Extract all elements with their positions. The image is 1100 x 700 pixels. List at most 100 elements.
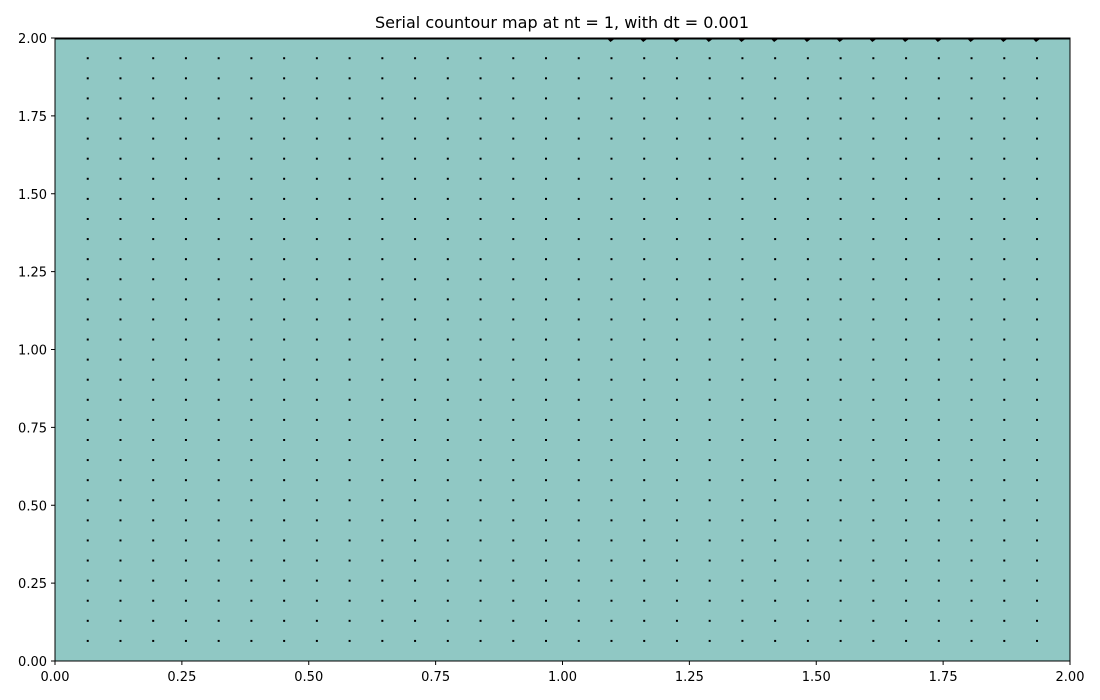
x-tick-label: 0.50: [294, 670, 323, 685]
quiver-arrow: [905, 599, 908, 602]
quiver-arrow: [217, 197, 220, 200]
quiver-arrow: [610, 117, 613, 120]
quiver-arrow: [708, 358, 711, 361]
quiver-arrow: [839, 238, 842, 241]
quiver-arrow: [86, 238, 89, 241]
lid-arrow: [672, 39, 680, 42]
quiver-arrow: [479, 479, 482, 482]
quiver-arrow: [512, 358, 515, 361]
quiver-arrow: [577, 418, 580, 421]
quiver-arrow: [119, 639, 122, 642]
quiver-arrow: [741, 539, 744, 542]
quiver-arrow: [512, 97, 515, 100]
chart-title: Serial countour map at nt = 1, with dt =…: [375, 13, 749, 32]
quiver-arrow: [119, 258, 122, 261]
quiver-arrow: [1036, 298, 1039, 301]
lid-arrow: [738, 39, 746, 42]
x-tick-label: 0.25: [167, 670, 196, 685]
quiver-arrow: [970, 238, 973, 241]
quiver-arrow: [414, 639, 417, 642]
quiver-arrow: [86, 278, 89, 281]
quiver-arrow: [348, 358, 351, 361]
quiver-arrow: [675, 358, 678, 361]
quiver-arrow: [741, 358, 744, 361]
quiver-arrow: [184, 278, 187, 281]
quiver-arrow: [479, 459, 482, 462]
quiver-arrow: [184, 639, 187, 642]
quiver-arrow: [414, 579, 417, 582]
quiver-arrow: [872, 639, 875, 642]
quiver-arrow: [937, 579, 940, 582]
quiver-arrow: [348, 57, 351, 60]
quiver-arrow: [1003, 137, 1006, 140]
quiver-arrow: [872, 258, 875, 261]
quiver-arrow: [315, 599, 318, 602]
quiver-arrow: [1003, 217, 1006, 220]
quiver-arrow: [741, 137, 744, 140]
quiver-arrow: [643, 157, 646, 160]
quiver-arrow: [479, 77, 482, 80]
quiver-arrow: [184, 157, 187, 160]
quiver-arrow: [315, 157, 318, 160]
quiver-arrow: [741, 459, 744, 462]
quiver-arrow: [839, 639, 842, 642]
quiver-arrow: [643, 479, 646, 482]
quiver-arrow: [741, 639, 744, 642]
quiver-arrow: [250, 459, 253, 462]
quiver-arrow: [446, 599, 449, 602]
quiver-arrow: [348, 77, 351, 80]
quiver-arrow: [446, 639, 449, 642]
quiver-arrow: [250, 197, 253, 200]
quiver-arrow: [610, 57, 613, 60]
quiver-arrow: [741, 258, 744, 261]
quiver-arrow: [545, 117, 548, 120]
quiver-arrow: [152, 97, 155, 100]
quiver-arrow: [250, 217, 253, 220]
quiver-arrow: [184, 197, 187, 200]
quiver-arrow: [86, 157, 89, 160]
quiver-arrow: [250, 278, 253, 281]
quiver-arrow: [1036, 278, 1039, 281]
quiver-arrow: [937, 499, 940, 502]
quiver-arrow: [250, 177, 253, 180]
quiver-arrow: [905, 559, 908, 562]
quiver-arrow: [348, 619, 351, 622]
quiver-arrow: [217, 639, 220, 642]
quiver-arrow: [283, 318, 286, 321]
quiver-arrow: [315, 197, 318, 200]
quiver-arrow: [348, 378, 351, 381]
quiver-arrow: [643, 298, 646, 301]
quiver-arrow: [806, 157, 809, 160]
quiver-arrow: [675, 338, 678, 341]
quiver-arrow: [675, 77, 678, 80]
quiver-arrow: [414, 137, 417, 140]
quiver-arrow: [708, 338, 711, 341]
quiver-arrow: [119, 318, 122, 321]
quiver-arrow: [905, 398, 908, 401]
quiver-arrow: [414, 619, 417, 622]
quiver-arrow: [283, 499, 286, 502]
quiver-arrow: [643, 599, 646, 602]
quiver-arrow: [152, 398, 155, 401]
quiver-arrow: [315, 358, 318, 361]
quiver-arrow: [806, 338, 809, 341]
quiver-arrow: [937, 177, 940, 180]
quiver-arrow: [545, 459, 548, 462]
quiver-arrow: [315, 559, 318, 562]
quiver-arrow: [905, 157, 908, 160]
quiver-arrow: [184, 318, 187, 321]
quiver-arrow: [1003, 418, 1006, 421]
quiver-arrow: [905, 117, 908, 120]
quiver-arrow: [577, 298, 580, 301]
quiver-arrow: [315, 619, 318, 622]
quiver-arrow: [937, 378, 940, 381]
quiver-arrow: [741, 519, 744, 522]
quiver-arrow: [774, 559, 777, 562]
quiver-arrow: [741, 278, 744, 281]
quiver-arrow: [119, 619, 122, 622]
quiver-arrow: [86, 499, 89, 502]
quiver-arrow: [545, 378, 548, 381]
quiver-arrow: [414, 338, 417, 341]
quiver-arrow: [217, 479, 220, 482]
quiver-arrow: [446, 519, 449, 522]
